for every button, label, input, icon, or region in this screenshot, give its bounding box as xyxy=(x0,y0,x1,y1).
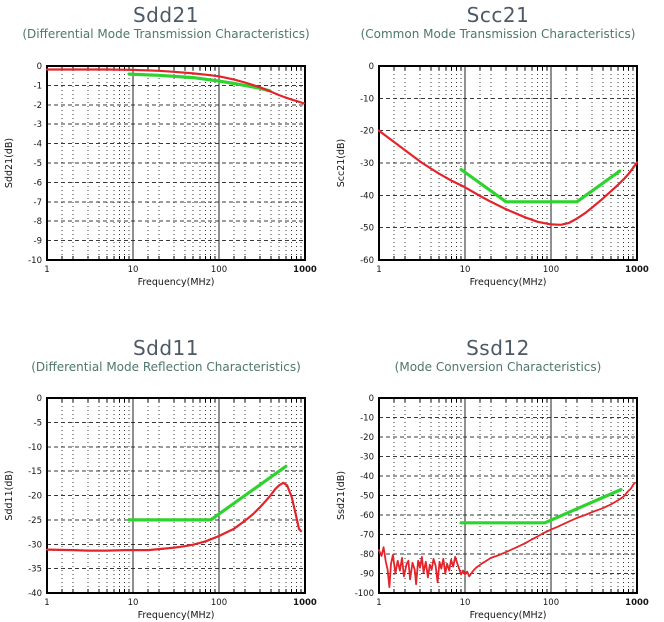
svg-text:-80: -80 xyxy=(360,550,374,560)
plot-scc21: 0 -10 -20 -30 -40 -50 -601 10 100 1000 Frequency(M… xyxy=(336,62,649,288)
svg-text:100: 100 xyxy=(543,598,559,608)
svg-text:1: 1 xyxy=(44,265,49,275)
svg-text:-40: -40 xyxy=(360,191,374,201)
svg-text:-7: -7 xyxy=(34,198,42,208)
svg-text:-50: -50 xyxy=(360,492,374,502)
svg-text:-25: -25 xyxy=(28,516,42,526)
svg-text:1000: 1000 xyxy=(293,598,317,608)
svg-text:-5: -5 xyxy=(34,159,42,169)
svg-text:-10: -10 xyxy=(360,94,374,104)
svg-text:-30: -30 xyxy=(360,453,374,463)
svg-text:-30: -30 xyxy=(360,159,374,169)
svg-text:-20: -20 xyxy=(360,433,374,443)
svg-text:-8: -8 xyxy=(34,217,42,227)
svg-text:-20: -20 xyxy=(360,127,374,137)
svg-text:Frequency(MHz): Frequency(MHz) xyxy=(138,277,215,288)
svg-text:100: 100 xyxy=(211,598,227,608)
svg-text:-60: -60 xyxy=(360,256,374,266)
svg-text:-20: -20 xyxy=(28,492,42,502)
svg-text:-6: -6 xyxy=(34,178,42,188)
svg-text:1000: 1000 xyxy=(625,598,649,608)
svg-text:Frequency(MHz): Frequency(MHz) xyxy=(470,610,547,621)
svg-text:-2: -2 xyxy=(34,101,42,111)
plot-sdd21: 0 -1 -2 -3 -4 -5 -6 -7 -8 -9 -101 10 100 1000 Frequenc… xyxy=(4,62,317,288)
svg-text:Ssd21(dB): Ssd21(dB) xyxy=(336,471,347,520)
chart-panel-scc21: Scc21 (Common Mode Transmission Characte… xyxy=(332,0,664,311)
chart-panel-sdd21: Sdd21 (Differential Mode Transmission Ch… xyxy=(0,0,332,311)
svg-text:-9: -9 xyxy=(34,237,42,247)
svg-text:Frequency(MHz): Frequency(MHz) xyxy=(470,277,547,288)
chart-title-sdd11: Sdd11 xyxy=(132,336,200,360)
svg-text:-50: -50 xyxy=(360,224,374,234)
svg-text:1000: 1000 xyxy=(625,265,649,275)
svg-text:10: 10 xyxy=(128,598,139,608)
svg-text:-35: -35 xyxy=(28,565,42,575)
chart-subtitle-sdd21: (Differential Mode Transmission Characte… xyxy=(22,27,310,41)
svg-text:Frequency(MHz): Frequency(MHz) xyxy=(138,610,215,621)
chart-title-scc21: Scc21 xyxy=(466,3,530,27)
svg-text:0: 0 xyxy=(369,62,374,72)
chart-title-sdd21: Sdd21 xyxy=(132,3,200,27)
svg-text:0: 0 xyxy=(37,62,42,72)
chart-subtitle-ssd12: (Mode Conversion Characteristics) xyxy=(394,360,602,374)
svg-text:10: 10 xyxy=(460,598,471,608)
chart-panel-sdd11: Sdd11 (Differential Mode Reflection Char… xyxy=(0,311,332,622)
svg-text:-4: -4 xyxy=(34,140,42,150)
svg-text:Sdd21(dB): Sdd21(dB) xyxy=(4,138,15,188)
plot-sdd11: 0 -5 -10 -15 -20 -25 -30 -35 -401 10 100 1000 Freque… xyxy=(4,394,317,621)
chart-subtitle-scc21: (Common Mode Transmission Characteristic… xyxy=(360,27,636,41)
svg-text:-70: -70 xyxy=(360,531,374,541)
svg-text:10: 10 xyxy=(128,265,139,275)
svg-text:1: 1 xyxy=(376,265,381,275)
svg-text:10: 10 xyxy=(460,265,471,275)
svg-text:1: 1 xyxy=(376,598,381,608)
svg-text:-5: -5 xyxy=(34,418,42,428)
svg-text:-15: -15 xyxy=(28,467,42,477)
svg-text:Scc21(dB): Scc21(dB) xyxy=(336,139,347,188)
svg-text:-90: -90 xyxy=(360,570,374,580)
svg-text:-40: -40 xyxy=(28,589,42,599)
chart-subtitle-sdd11: (Differential Mode Reflection Characteri… xyxy=(31,360,301,374)
svg-text:1000: 1000 xyxy=(293,265,317,275)
svg-text:Sdd11(dB): Sdd11(dB) xyxy=(4,470,15,520)
svg-text:-10: -10 xyxy=(360,414,374,424)
svg-text:-10: -10 xyxy=(28,256,42,266)
svg-text:-3: -3 xyxy=(34,120,42,130)
svg-text:100: 100 xyxy=(543,265,559,275)
chart-panel-ssd12: Ssd12 (Mode Conversion Characteristics) … xyxy=(332,311,664,622)
svg-text:-1: -1 xyxy=(34,81,42,91)
svg-text:-40: -40 xyxy=(360,472,374,482)
svg-text:100: 100 xyxy=(211,265,227,275)
svg-text:1: 1 xyxy=(44,598,49,608)
svg-text:0: 0 xyxy=(37,394,42,404)
svg-text:-10: -10 xyxy=(28,443,42,453)
svg-text:-60: -60 xyxy=(360,511,374,521)
svg-text:0: 0 xyxy=(369,394,374,404)
chart-title-ssd12: Ssd12 xyxy=(466,336,530,360)
svg-text:-30: -30 xyxy=(28,540,42,550)
svg-text:-100: -100 xyxy=(355,589,374,599)
